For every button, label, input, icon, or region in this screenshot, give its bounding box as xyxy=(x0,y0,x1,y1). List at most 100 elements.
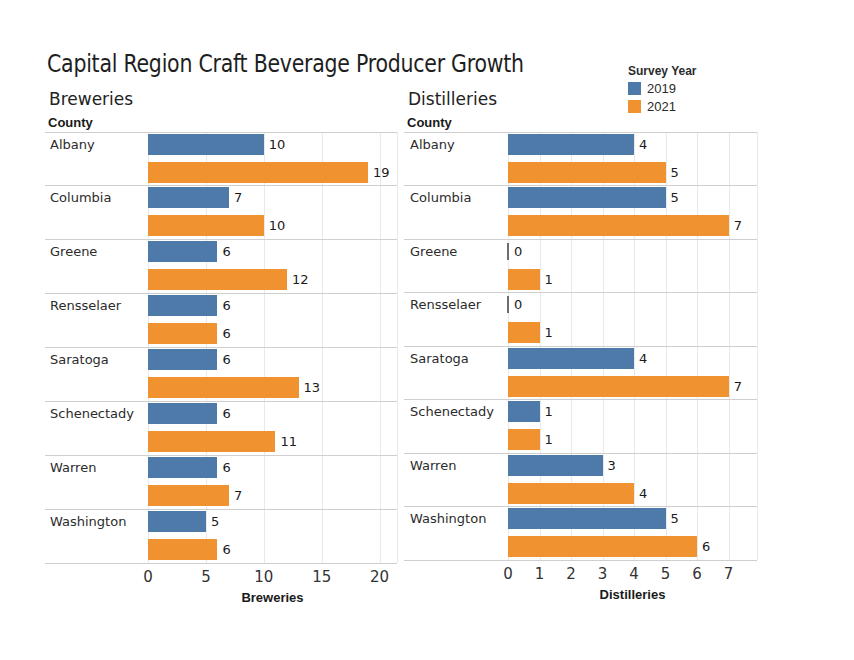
legend-swatch-2019 xyxy=(628,82,641,95)
category-label: Saratoga xyxy=(50,349,109,370)
category-label: Rensselaer xyxy=(410,294,481,315)
legend-item-2021[interactable]: 2021 xyxy=(628,99,697,114)
bar-2021-schenectady[interactable] xyxy=(508,429,540,450)
bar-value-label: 19 xyxy=(373,162,390,183)
bar-2019-rensselaer-zero[interactable] xyxy=(507,296,509,313)
bar-2019-albany[interactable] xyxy=(148,134,264,155)
bar-2021-greene[interactable] xyxy=(148,269,287,290)
row-separator xyxy=(45,293,397,294)
category-label: Rensselaer xyxy=(50,295,121,316)
bar-2021-schenectady[interactable] xyxy=(148,431,275,452)
bar-2021-rensselaer[interactable] xyxy=(148,323,217,344)
category-label: Warren xyxy=(50,457,96,478)
category-label: Columbia xyxy=(410,187,471,208)
bar-value-label: 5 xyxy=(671,508,679,529)
category-label: Greene xyxy=(50,241,97,262)
plot-right-border xyxy=(757,132,758,560)
bar-2019-saratoga[interactable] xyxy=(508,348,634,369)
x-tick-label: 7 xyxy=(724,565,734,583)
row-separator xyxy=(45,509,397,510)
row-separator xyxy=(404,560,757,561)
bar-value-label: 3 xyxy=(608,455,616,476)
bar-2021-washington[interactable] xyxy=(508,536,697,557)
bar-2019-albany[interactable] xyxy=(508,134,634,155)
row-header: County xyxy=(48,115,93,130)
bar-value-label: 1 xyxy=(545,429,553,450)
bar-value-label: 7 xyxy=(734,215,742,236)
x-tick-label: 3 xyxy=(598,565,608,583)
bar-value-label: 0 xyxy=(514,294,522,315)
row-separator xyxy=(45,347,397,348)
bar-2019-greene[interactable] xyxy=(148,241,217,262)
dashboard: Capital Region Craft Beverage Producer G… xyxy=(0,0,854,660)
legend-title: Survey Year xyxy=(628,64,697,78)
bar-value-label: 0 xyxy=(514,241,522,262)
bar-value-label: 6 xyxy=(222,241,230,262)
bar-2021-albany[interactable] xyxy=(148,162,368,183)
bar-value-label: 6 xyxy=(222,403,230,424)
legend-item-label: 2019 xyxy=(647,81,676,96)
legend-item-2019[interactable]: 2019 xyxy=(628,81,697,96)
panel-title: Distilleries xyxy=(408,89,497,109)
category-label: Schenectady xyxy=(50,403,134,424)
category-label: Albany xyxy=(410,134,455,155)
bar-2019-schenectady[interactable] xyxy=(148,403,217,424)
row-separator xyxy=(404,506,757,507)
bar-2021-warren[interactable] xyxy=(148,485,229,506)
row-separator xyxy=(404,292,757,293)
bar-value-label: 7 xyxy=(234,485,242,506)
plot-right-border xyxy=(397,132,398,563)
x-tick-label: 15 xyxy=(312,568,331,586)
category-label: Saratoga xyxy=(410,348,469,369)
bar-2019-warren[interactable] xyxy=(148,457,217,478)
row-separator xyxy=(404,399,757,400)
bar-2021-greene[interactable] xyxy=(508,269,540,290)
row-separator xyxy=(45,401,397,402)
bar-value-label: 1 xyxy=(545,269,553,290)
row-separator xyxy=(404,185,757,186)
bar-2019-rensselaer[interactable] xyxy=(148,295,217,316)
category-label: Albany xyxy=(50,134,95,155)
x-tick-label: 0 xyxy=(143,568,153,586)
x-tick-label: 1 xyxy=(535,565,545,583)
bar-value-label: 5 xyxy=(671,187,679,208)
bar-value-label: 4 xyxy=(639,348,647,369)
x-axis-title: Breweries xyxy=(241,590,303,605)
bar-2019-washington[interactable] xyxy=(148,511,206,532)
category-label: Warren xyxy=(410,455,456,476)
bar-2019-saratoga[interactable] xyxy=(148,349,217,370)
bar-value-label: 1 xyxy=(545,322,553,343)
x-tick-label: 10 xyxy=(254,568,273,586)
bar-value-label: 5 xyxy=(671,162,679,183)
bar-2021-columbia[interactable] xyxy=(148,215,264,236)
bar-2021-warren[interactable] xyxy=(508,483,634,504)
x-tick-label: 5 xyxy=(201,568,211,586)
x-axis-title: Distilleries xyxy=(600,587,666,602)
category-label: Washington xyxy=(410,508,486,529)
x-tick-label: 20 xyxy=(370,568,389,586)
bar-2019-washington[interactable] xyxy=(508,508,666,529)
bar-value-label: 13 xyxy=(304,377,321,398)
bar-2019-columbia[interactable] xyxy=(148,187,229,208)
bar-2021-saratoga[interactable] xyxy=(508,376,729,397)
bar-2021-rensselaer[interactable] xyxy=(508,322,540,343)
x-tick-label: 2 xyxy=(566,565,576,583)
bar-2019-columbia[interactable] xyxy=(508,187,666,208)
bar-2021-saratoga[interactable] xyxy=(148,377,299,398)
bar-2019-greene-zero[interactable] xyxy=(507,243,509,260)
bar-value-label: 4 xyxy=(639,483,647,504)
bar-2021-albany[interactable] xyxy=(508,162,666,183)
bar-value-label: 6 xyxy=(222,539,230,560)
header-divider xyxy=(45,132,397,133)
legend: Survey Year 2019 2021 xyxy=(628,64,697,114)
bar-2019-warren[interactable] xyxy=(508,455,603,476)
bar-2021-washington[interactable] xyxy=(148,539,217,560)
bar-value-label: 5 xyxy=(211,511,219,532)
bar-value-label: 7 xyxy=(234,187,242,208)
bar-value-label: 7 xyxy=(734,376,742,397)
panel-title: Breweries xyxy=(49,89,133,109)
legend-items: 2019 2021 xyxy=(628,81,697,114)
bar-value-label: 6 xyxy=(222,457,230,478)
bar-2019-schenectady[interactable] xyxy=(508,401,540,422)
bar-2021-columbia[interactable] xyxy=(508,215,729,236)
